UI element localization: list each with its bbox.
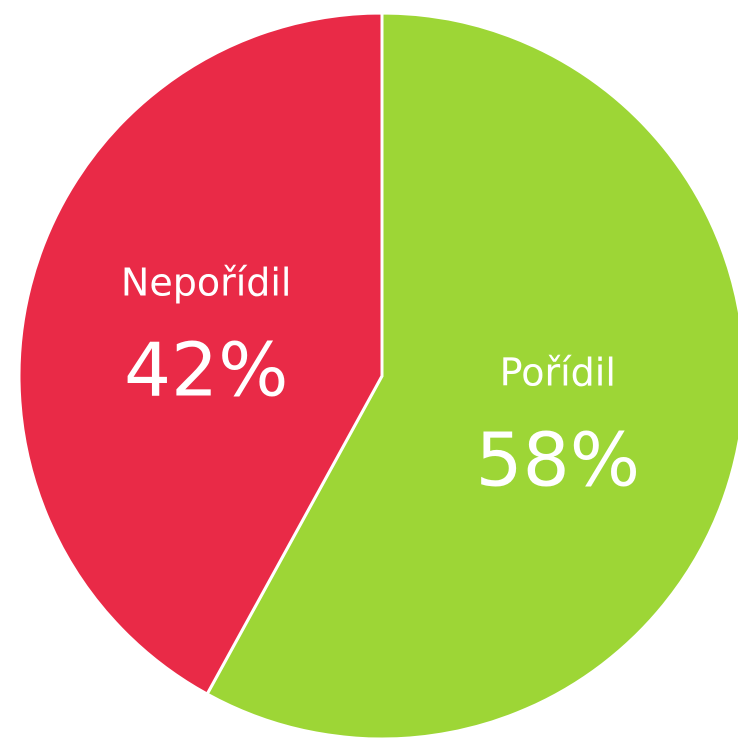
- slice-value-label: 42%: [124, 327, 288, 413]
- slice-name: Pořídil: [500, 351, 616, 395]
- slice-name: Nepořídil: [121, 260, 292, 304]
- pie-slice: [17, 11, 384, 697]
- slice-value-label: 58%: [476, 418, 640, 504]
- pie-slice: [205, 11, 738, 741]
